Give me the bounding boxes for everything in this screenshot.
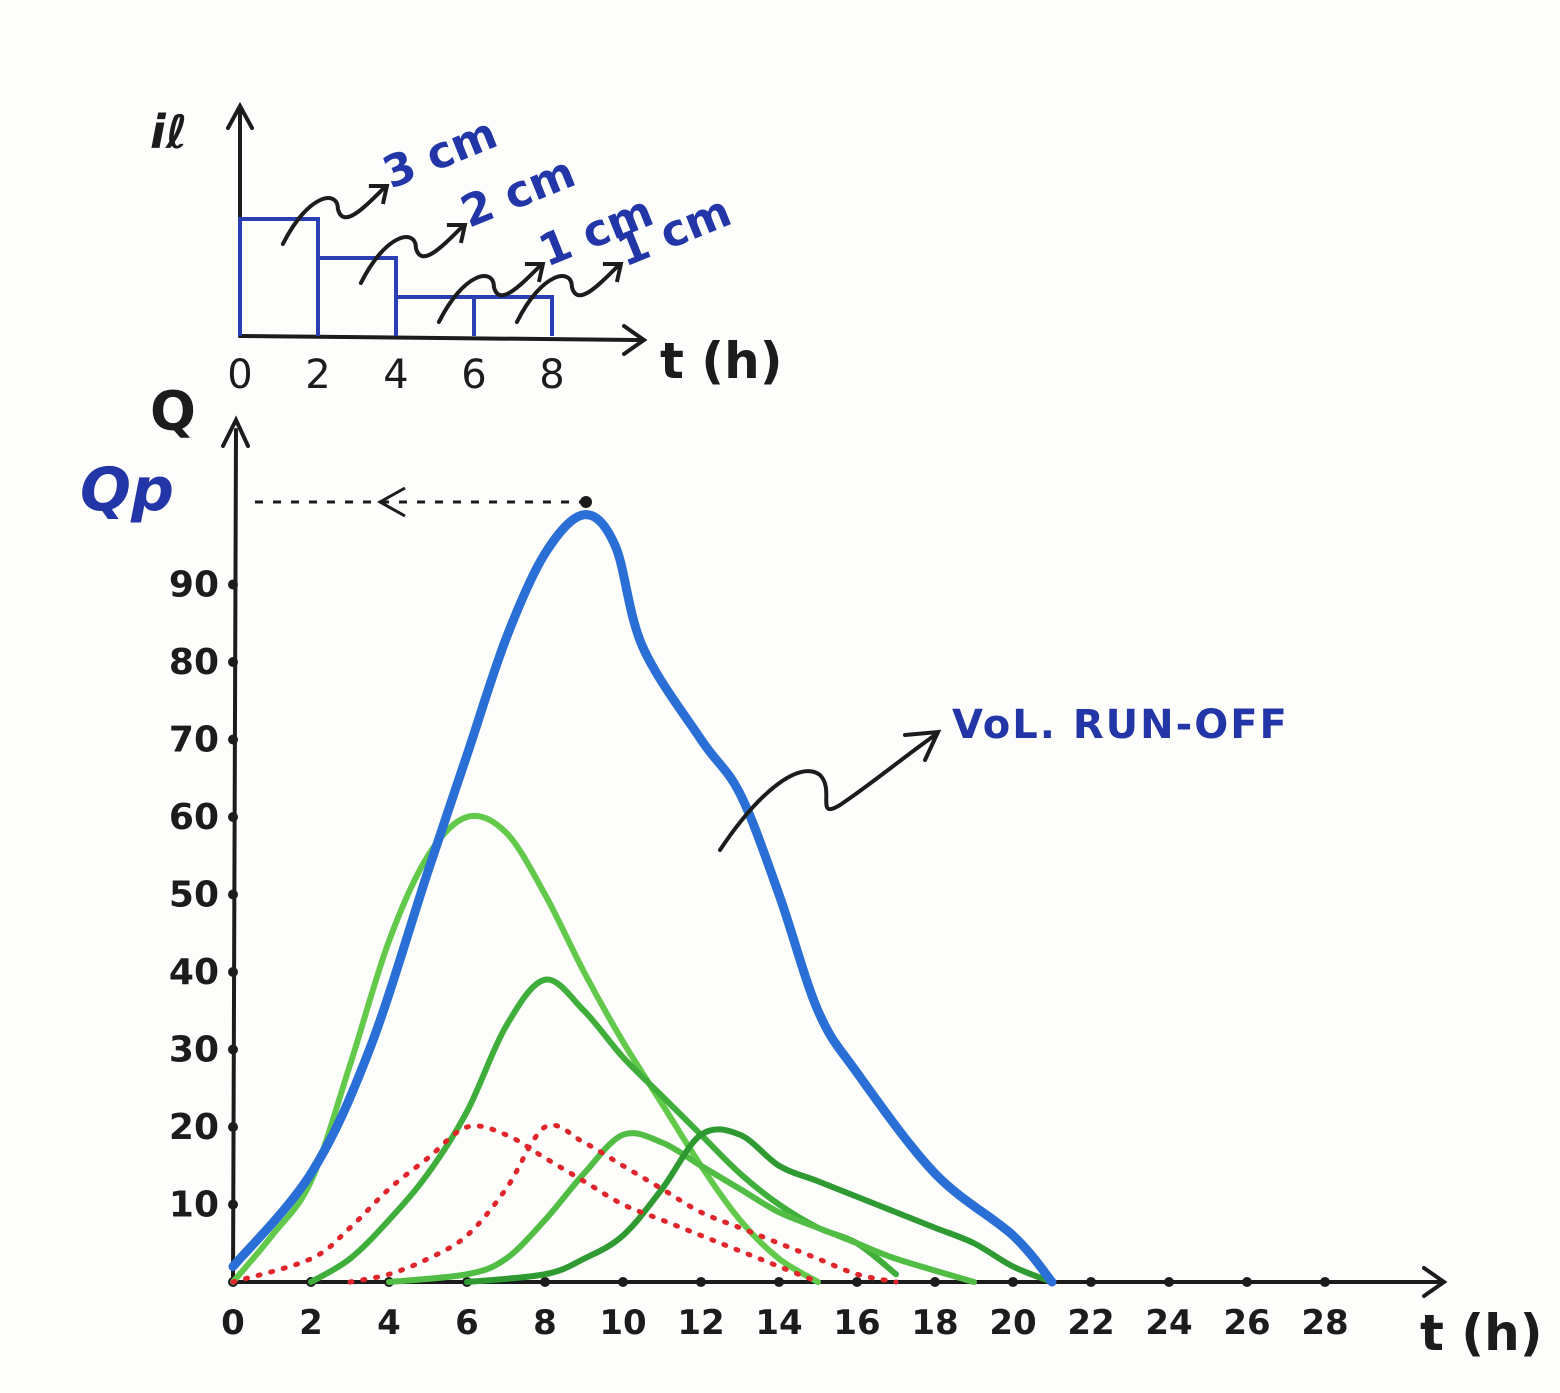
hyetograph-y-arrow-icon bbox=[226, 101, 254, 130]
hydrograph-x-tick-label: 0 bbox=[221, 1303, 245, 1343]
hydrograph-y-arrow-icon bbox=[221, 415, 250, 448]
rain-block-4 bbox=[472, 295, 554, 336]
hydrograph-x-tick-mark bbox=[696, 1277, 706, 1287]
peak-arrow-icon bbox=[376, 486, 406, 518]
hyetograph-x-arrow-icon bbox=[622, 324, 648, 356]
runoff-annotation: VoL. RUN-OFF bbox=[952, 702, 1289, 748]
hydrograph-y-tick-label: 20 bbox=[169, 1107, 219, 1148]
hydrograph-y-tick-mark bbox=[228, 812, 238, 822]
component-hydrograph-line bbox=[230, 812, 821, 1285]
hydrograph-x-tick-mark bbox=[540, 1277, 550, 1287]
hydrograph-x-tick-label: 10 bbox=[599, 1303, 646, 1343]
hydrograph-y-tick-mark bbox=[228, 734, 238, 745]
hydrograph-x-tick-mark bbox=[1008, 1277, 1018, 1287]
hyetograph-x-tick-label: 4 bbox=[383, 352, 408, 398]
component-hydrograph-line bbox=[308, 976, 899, 1285]
hydrograph-x-tick-mark bbox=[1086, 1277, 1096, 1287]
callout-arrow bbox=[358, 226, 463, 285]
hydrograph-y-tick-mark bbox=[228, 889, 238, 900]
callout-arrow-head-icon bbox=[524, 262, 546, 283]
hyetograph-x-tick-label: 2 bbox=[305, 352, 330, 398]
hyetograph: 0 2 4 6 8 iℓ t (h) 3 cm2 cm1 cm1 cm bbox=[150, 101, 783, 398]
hyetograph-x-tick-label: 6 bbox=[461, 352, 486, 398]
component-hydrograph-line bbox=[464, 1126, 1055, 1285]
hydrograph-x-tick-label: 6 bbox=[455, 1303, 479, 1343]
hydrograph-x-tick-label: 26 bbox=[1223, 1303, 1270, 1343]
hydrograph-y-tick-mark bbox=[228, 1044, 238, 1055]
runoff-hydrograph-line bbox=[228, 510, 1057, 1287]
hydrograph-x-tick-label: 28 bbox=[1301, 1303, 1348, 1343]
hydrograph-y-tick-mark bbox=[228, 1122, 238, 1132]
hyetograph-depth-labels: 3 cm2 cm1 cm1 cm bbox=[280, 108, 738, 324]
hydrograph-y-ticks: 10 20 30 40 50 60 70 80 90 bbox=[169, 565, 238, 1226]
runoff-arrow-head-icon bbox=[903, 729, 942, 762]
callout-arrow bbox=[280, 187, 385, 246]
hyetograph-y-label: iℓ bbox=[150, 105, 187, 159]
hydrograph-x-tick-label: 20 bbox=[989, 1303, 1036, 1343]
hydrograph-x-tick-label: 12 bbox=[677, 1303, 724, 1343]
hydrograph-y-tick-label: 30 bbox=[169, 1030, 219, 1071]
hydrograph-x-tick-mark bbox=[774, 1277, 784, 1287]
hydrograph-x-tick-mark bbox=[852, 1277, 862, 1287]
hydrograph-y-tick-label: 60 bbox=[169, 797, 219, 838]
hydrograph-y-tick-mark bbox=[228, 657, 238, 667]
hydrograph-y-tick-label: 10 bbox=[169, 1185, 219, 1226]
hyetograph-x-ticks: 0 2 4 6 8 bbox=[227, 352, 564, 398]
hydrograph-y-tick-label: 90 bbox=[169, 565, 219, 606]
hyetograph-x-axis bbox=[238, 334, 642, 342]
hydrograph-series bbox=[228, 510, 1057, 1287]
callout-arrow bbox=[436, 265, 541, 324]
hydrograph-x-label: t (h) bbox=[1420, 1304, 1543, 1362]
dotted-hydrograph-line bbox=[347, 1122, 899, 1285]
hydrograph-x-tick-label: 8 bbox=[533, 1303, 557, 1343]
hydrograph-x-tick-mark bbox=[930, 1277, 940, 1287]
hydrograph-y-tick-mark bbox=[228, 967, 238, 977]
callout-arrow-head-icon bbox=[602, 262, 624, 283]
hydrograph-x-tick-mark bbox=[1320, 1277, 1330, 1287]
hydrograph: 0 2 4 6 8 10 12 14 16 18 20 22 24 26 28 10203040506070… bbox=[80, 380, 1543, 1362]
hyetograph-x-tick-label: 0 bbox=[227, 352, 252, 398]
hydrograph-x-tick-label: 16 bbox=[833, 1303, 880, 1343]
hydrograph-y-tick-label: 40 bbox=[169, 952, 219, 993]
hydrograph-x-tick-label: 14 bbox=[755, 1303, 802, 1343]
callout-arrow-head-icon bbox=[446, 223, 468, 244]
hydrograph-y-label: Q bbox=[150, 380, 196, 443]
hydrograph-y-tick-label: 50 bbox=[169, 875, 219, 916]
hydrograph-x-tick-label: 18 bbox=[911, 1303, 958, 1343]
hydrograph-x-arrow-icon bbox=[1422, 1266, 1448, 1298]
rain-block-2 bbox=[316, 256, 398, 336]
hydrograph-y-tick-label: 70 bbox=[169, 720, 219, 761]
hydrograph-x-tick-label: 4 bbox=[377, 1303, 401, 1343]
dotted-hydrograph-line bbox=[230, 1123, 821, 1285]
hydrograph-x-tick-mark bbox=[618, 1277, 628, 1287]
rain-block-1 bbox=[238, 217, 320, 336]
hydrograph-y-tick-mark bbox=[228, 1199, 238, 1210]
hyetograph-x-label: t (h) bbox=[660, 332, 783, 390]
hydrograph-x-tick-label: 24 bbox=[1145, 1303, 1192, 1343]
callout-arrow-head-icon bbox=[368, 184, 390, 205]
hyetograph-x-tick-label: 8 bbox=[539, 352, 564, 398]
hydrograph-x-tick-label: 22 bbox=[1067, 1303, 1114, 1343]
peak-point bbox=[580, 496, 592, 508]
hyetograph-blocks bbox=[238, 217, 554, 336]
hydrograph-x-tick-label: 2 bbox=[299, 1303, 323, 1343]
hydrograph-y-tick-mark bbox=[228, 579, 238, 590]
rain-block-3 bbox=[394, 295, 476, 336]
runoff-arrow bbox=[718, 733, 937, 852]
hydrograph-x-tick-mark bbox=[1242, 1277, 1252, 1287]
hydrograph-y-tick-label: 80 bbox=[169, 642, 219, 683]
hydrograph-y-axis bbox=[231, 428, 238, 1284]
callout-arrow bbox=[514, 265, 619, 324]
hydrograph-x-ticks: 0 2 4 6 8 10 12 14 16 18 20 22 24 26 28 bbox=[221, 1277, 1349, 1343]
peak-label: Qp bbox=[80, 455, 174, 525]
hydrograph-x-tick-mark bbox=[1164, 1277, 1174, 1287]
